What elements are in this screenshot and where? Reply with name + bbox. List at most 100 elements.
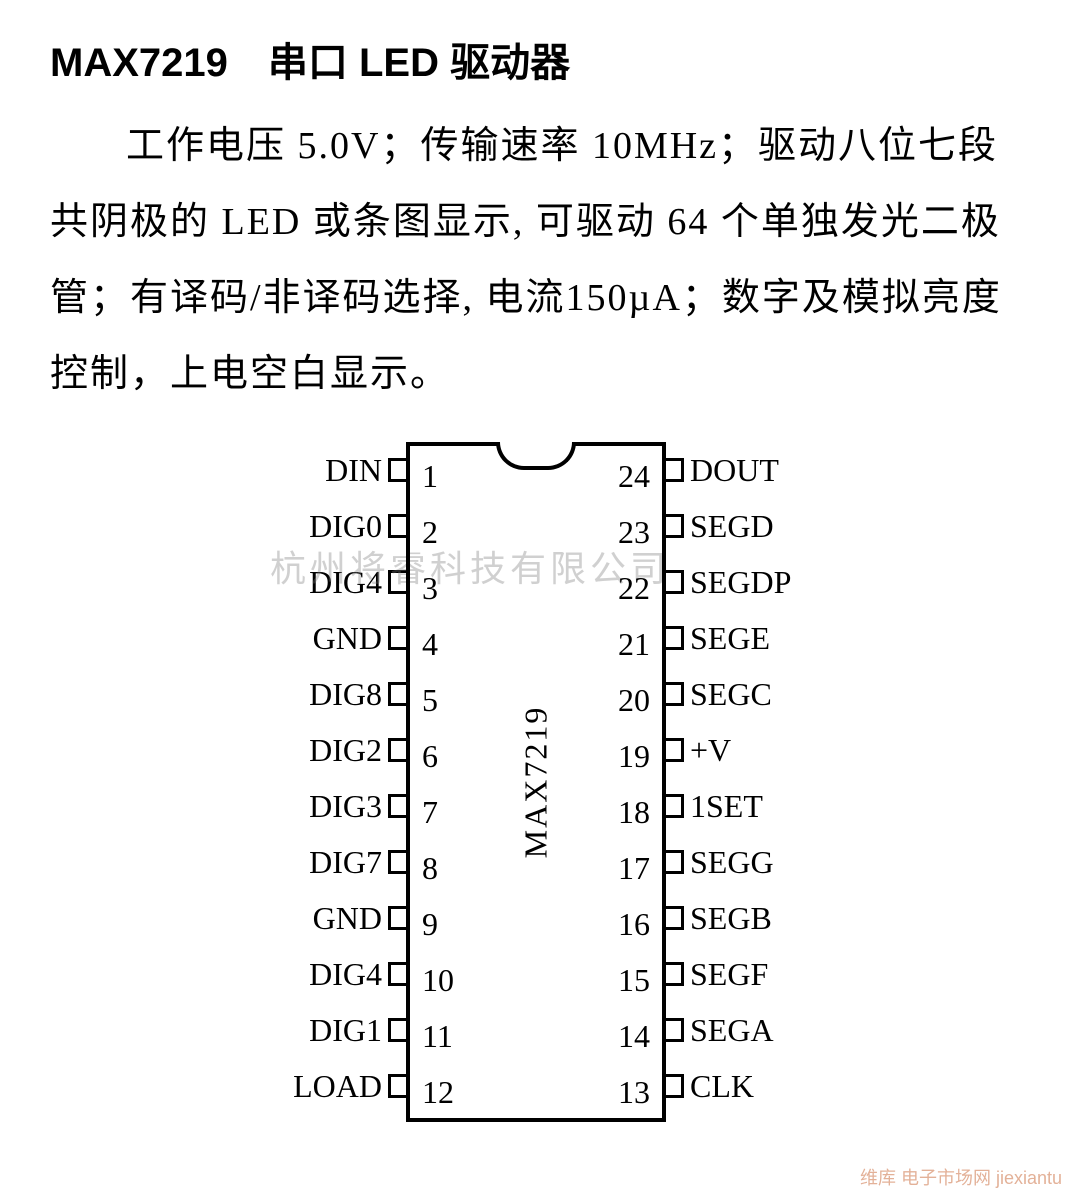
chip-body-row: 6 19 xyxy=(410,726,662,782)
pin-connector-icon xyxy=(388,738,406,762)
pin-connector-icon xyxy=(666,626,684,650)
pin-connector-icon xyxy=(388,682,406,706)
pin-row-right: SEGA xyxy=(666,1002,804,1058)
pin-label: DIG3 xyxy=(278,788,388,825)
pin-connector-icon xyxy=(666,514,684,538)
pin-number: 21 xyxy=(618,626,650,663)
pin-number: 7 xyxy=(422,794,438,831)
pin-row-right: SEGE xyxy=(666,610,804,666)
pin-label: DIN xyxy=(278,452,388,489)
pin-number: 10 xyxy=(422,962,454,999)
pin-row-left: DIN xyxy=(278,442,406,498)
pin-number: 19 xyxy=(618,738,650,775)
pin-row-right: SEGB xyxy=(666,890,804,946)
pin-row-left: DIG8 xyxy=(278,666,406,722)
chip-body: MAX7219 12422332242152061971881791610151… xyxy=(406,442,666,1122)
pin-number: 13 xyxy=(618,1074,650,1111)
pin-number: 24 xyxy=(618,458,650,495)
pin-number: 22 xyxy=(618,570,650,607)
pin-row-right: 1SET xyxy=(666,778,804,834)
pin-number: 3 xyxy=(422,570,438,607)
pin-label: SEGG xyxy=(684,844,804,881)
pin-label: DIG8 xyxy=(278,676,388,713)
pin-connector-icon xyxy=(388,850,406,874)
pin-connector-icon xyxy=(666,962,684,986)
page-title: MAX7219 串口 LED 驱动器 xyxy=(50,30,1032,88)
pin-number: 8 xyxy=(422,850,438,887)
pin-row-right: SEGD xyxy=(666,498,804,554)
pin-label: SEGE xyxy=(684,620,804,657)
pin-label: SEGF xyxy=(684,956,804,993)
pin-label: DIG0 xyxy=(278,508,388,545)
pin-label: DIG4 xyxy=(278,956,388,993)
chip-body-row: 10 15 xyxy=(410,950,662,1006)
pin-row-right: CLK xyxy=(666,1058,804,1114)
pin-label: +V xyxy=(684,732,804,769)
pin-connector-icon xyxy=(388,1018,406,1042)
pin-row-left: DIG4 xyxy=(278,946,406,1002)
pin-row-left: DIG1 xyxy=(278,1002,406,1058)
pin-number: 23 xyxy=(618,514,650,551)
pin-row-left: DIG0 xyxy=(278,498,406,554)
pin-row-left: DIG4 xyxy=(278,554,406,610)
corner-watermark: 维库 电子市场网 jiexiantu xyxy=(860,1164,1062,1190)
pin-row-left: GND xyxy=(278,890,406,946)
pin-row-left: LOAD xyxy=(278,1058,406,1114)
pin-label: DIG4 xyxy=(278,564,388,601)
pin-connector-icon xyxy=(388,458,406,482)
pin-number: 11 xyxy=(422,1018,453,1055)
pin-number: 20 xyxy=(618,682,650,719)
pin-number: 5 xyxy=(422,682,438,719)
pin-connector-icon xyxy=(666,458,684,482)
pin-connector-icon xyxy=(388,962,406,986)
right-pin-column: DOUT SEGD SEGDP SEGE SEGC +V 1SET SEGG SEGB SEGF S… xyxy=(666,442,804,1114)
chip-body-row: 9 16 xyxy=(410,894,662,950)
pin-label: GND xyxy=(278,620,388,657)
pin-connector-icon xyxy=(666,1018,684,1042)
pin-row-left: DIG7 xyxy=(278,834,406,890)
pin-number: 14 xyxy=(618,1018,650,1055)
pin-label: DIG2 xyxy=(278,732,388,769)
chip-body-row: 4 21 xyxy=(410,614,662,670)
pin-connector-icon xyxy=(666,570,684,594)
pin-label: DIG1 xyxy=(278,1012,388,1049)
pin-connector-icon xyxy=(666,1074,684,1098)
pin-row-right: SEGF xyxy=(666,946,804,1002)
pin-label: DIG7 xyxy=(278,844,388,881)
left-pin-column: DIN DIG0 DIG4 GND DIG8 DIG2 DIG3 DIG7 GND DIG4 DIG… xyxy=(278,442,406,1114)
pin-label: DOUT xyxy=(684,452,804,489)
pin-row-right: SEGC xyxy=(666,666,804,722)
chip-description: 工作电压 5.0V；传输速率 10MHz；驱动八位七段共阴极的 LED 或条图显… xyxy=(50,108,1032,412)
pin-label: LOAD xyxy=(278,1068,388,1105)
pin-row-left: DIG3 xyxy=(278,778,406,834)
pin-label: SEGD xyxy=(684,508,804,545)
pin-connector-icon xyxy=(666,850,684,874)
pin-number: 1 xyxy=(422,458,438,495)
chip-body-row: 718 xyxy=(410,782,662,838)
pin-connector-icon xyxy=(666,906,684,930)
pin-number: 6 xyxy=(422,738,438,775)
pin-connector-icon xyxy=(388,906,406,930)
pin-label: SEGB xyxy=(684,900,804,937)
pin-number: 16 xyxy=(618,906,650,943)
pin-connector-icon xyxy=(666,794,684,818)
pin-number: 9 xyxy=(422,906,438,943)
pin-number: 17 xyxy=(618,850,650,887)
pin-row-right: SEGG xyxy=(666,834,804,890)
pin-connector-icon xyxy=(388,570,406,594)
chip-body-row: 2 23 xyxy=(410,502,662,558)
pin-number: 4 xyxy=(422,626,438,663)
chip-body-row: 5 20 xyxy=(410,670,662,726)
pin-label: GND xyxy=(278,900,388,937)
pin-connector-icon xyxy=(666,738,684,762)
pin-connector-icon xyxy=(388,1074,406,1098)
pin-number: 12 xyxy=(422,1074,454,1111)
pin-connector-icon xyxy=(388,626,406,650)
chip-body-row: 8 17 xyxy=(410,838,662,894)
pin-number: 15 xyxy=(618,962,650,999)
pin-label: CLK xyxy=(684,1068,804,1105)
pin-number: 2 xyxy=(422,514,438,551)
pin-label: SEGDP xyxy=(684,564,804,601)
pin-row-right: DOUT xyxy=(666,442,804,498)
chip-body-row: 11 14 xyxy=(410,1006,662,1062)
